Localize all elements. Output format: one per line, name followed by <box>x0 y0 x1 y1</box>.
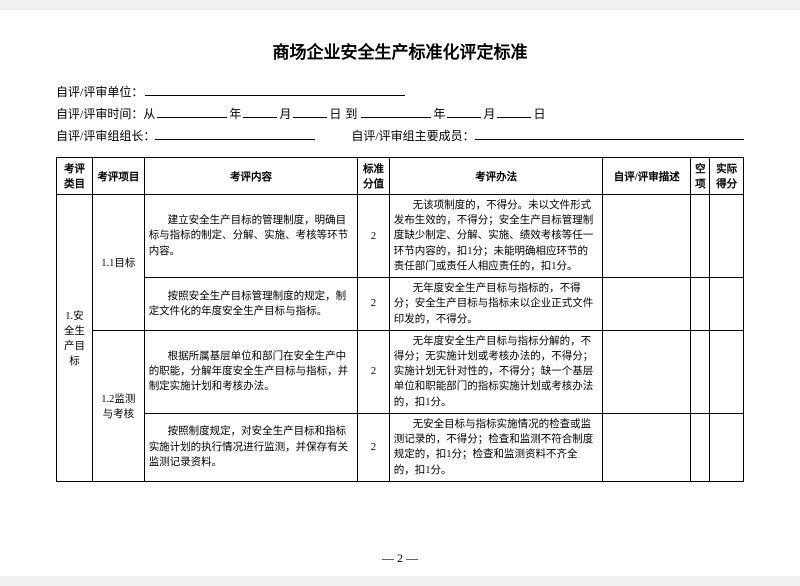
method-cell: 无该项制度的，不得分。未以文件形式发布生效的，不得分；安全生产目标管理制度缺少制… <box>389 195 603 278</box>
actual-cell <box>710 330 744 413</box>
col-desc: 自评/评审描述 <box>603 158 691 195</box>
col-item: 考评项目 <box>92 158 144 195</box>
leader-label: 自评/评审组组长： <box>56 125 155 147</box>
to-label: 到 <box>345 103 357 125</box>
month-label-2: 月 <box>483 103 495 125</box>
content-cell: 根据所属基层单位和部门在安全生产中的职能，分解年度安全生产目标与指标，并制定实施… <box>144 330 358 413</box>
method-cell: 无安全目标与指标实施情况的检查或监测记录的，不得分；检查和监测不符合制度规定的，… <box>389 413 603 481</box>
empty-cell <box>691 413 710 481</box>
desc-cell <box>603 413 691 481</box>
page-title: 商场企业安全生产标准化评定标准 <box>56 38 744 63</box>
to-year-blank <box>361 104 431 118</box>
score-cell: 2 <box>358 413 389 481</box>
header-unit-line: 自评/评审单位： <box>56 81 744 103</box>
table-header-row: 考评类目 考评项目 考评内容 标准分值 考评办法 自评/评审描述 空项 实际得分 <box>57 158 744 195</box>
from-month-blank <box>243 104 277 118</box>
unit-label: 自评/评审单位： <box>56 81 143 103</box>
col-actual: 实际得分 <box>710 158 744 195</box>
method-cell: 无年度安全生产目标与指标的，不得分；安全生产目标与指标未以企业正式文件印发的，不… <box>389 278 603 331</box>
desc-cell <box>603 330 691 413</box>
from-year-blank <box>157 104 227 118</box>
empty-cell <box>691 330 710 413</box>
col-method: 考评办法 <box>389 158 603 195</box>
year-label-1: 年 <box>229 103 241 125</box>
members-label: 自评/评审组主要成员： <box>351 125 474 147</box>
header-time-line: 自评/评审时间：从 年 月 日 到 年 月 日 <box>56 103 744 125</box>
day-label-1: 日 <box>329 103 341 125</box>
evaluation-table: 考评类目 考评项目 考评内容 标准分值 考评办法 自评/评审描述 空项 实际得分… <box>56 157 744 482</box>
col-score: 标准分值 <box>358 158 389 195</box>
content-cell: 建立安全生产目标的管理制度，明确目标与指标的制定、分解、实施、考核等环节内容。 <box>144 195 358 278</box>
page: 商场企业安全生产标准化评定标准 自评/评审单位： 自评/评审时间：从 年 月 日… <box>0 10 800 576</box>
day-label-2: 日 <box>533 103 545 125</box>
score-cell: 2 <box>358 330 389 413</box>
desc-cell <box>603 278 691 331</box>
to-day-blank <box>497 104 531 118</box>
item-cell-11: 1.1目标 <box>92 195 144 331</box>
col-content: 考评内容 <box>144 158 358 195</box>
time-label: 自评/评审时间：从 <box>56 103 155 125</box>
to-month-blank <box>447 104 481 118</box>
table-row: 1.安全生产目标 1.1目标 建立安全生产目标的管理制度，明确目标与指标的制定、… <box>57 195 744 278</box>
leader-blank <box>155 126 315 140</box>
page-number: — 2 — <box>0 551 800 566</box>
cat-cell: 1.安全生产目标 <box>57 195 93 482</box>
month-label-1: 月 <box>279 103 291 125</box>
method-cell: 无年度安全生产目标与指标分解的，不得分；无实施计划或考核办法的，不得分；实施计划… <box>389 330 603 413</box>
content-cell: 按照制度规定，对安全生产目标和指标实施计划的执行情况进行监测，并保存有关监测记录… <box>144 413 358 481</box>
actual-cell <box>710 195 744 278</box>
score-cell: 2 <box>358 278 389 331</box>
empty-cell <box>691 195 710 278</box>
table-row: 按照制度规定，对安全生产目标和指标实施计划的执行情况进行监测，并保存有关监测记录… <box>57 413 744 481</box>
unit-blank <box>145 82 405 96</box>
item-cell-12: 1.2监测与考核 <box>92 330 144 481</box>
year-label-2: 年 <box>433 103 445 125</box>
table-row: 按照安全生产目标管理制度的规定，制定文件化的年度安全生产目标与指标。 2 无年度… <box>57 278 744 331</box>
actual-cell <box>710 278 744 331</box>
score-cell: 2 <box>358 195 389 278</box>
header-people-line: 自评/评审组组长： 自评/评审组主要成员： <box>56 125 744 147</box>
members-blank <box>475 126 744 140</box>
desc-cell <box>603 195 691 278</box>
table-row: 1.2监测与考核 根据所属基层单位和部门在安全生产中的职能，分解年度安全生产目标… <box>57 330 744 413</box>
content-cell: 按照安全生产目标管理制度的规定，制定文件化的年度安全生产目标与指标。 <box>144 278 358 331</box>
col-empty: 空项 <box>691 158 710 195</box>
col-cat: 考评类目 <box>57 158 93 195</box>
from-day-blank <box>293 104 327 118</box>
actual-cell <box>710 413 744 481</box>
empty-cell <box>691 278 710 331</box>
